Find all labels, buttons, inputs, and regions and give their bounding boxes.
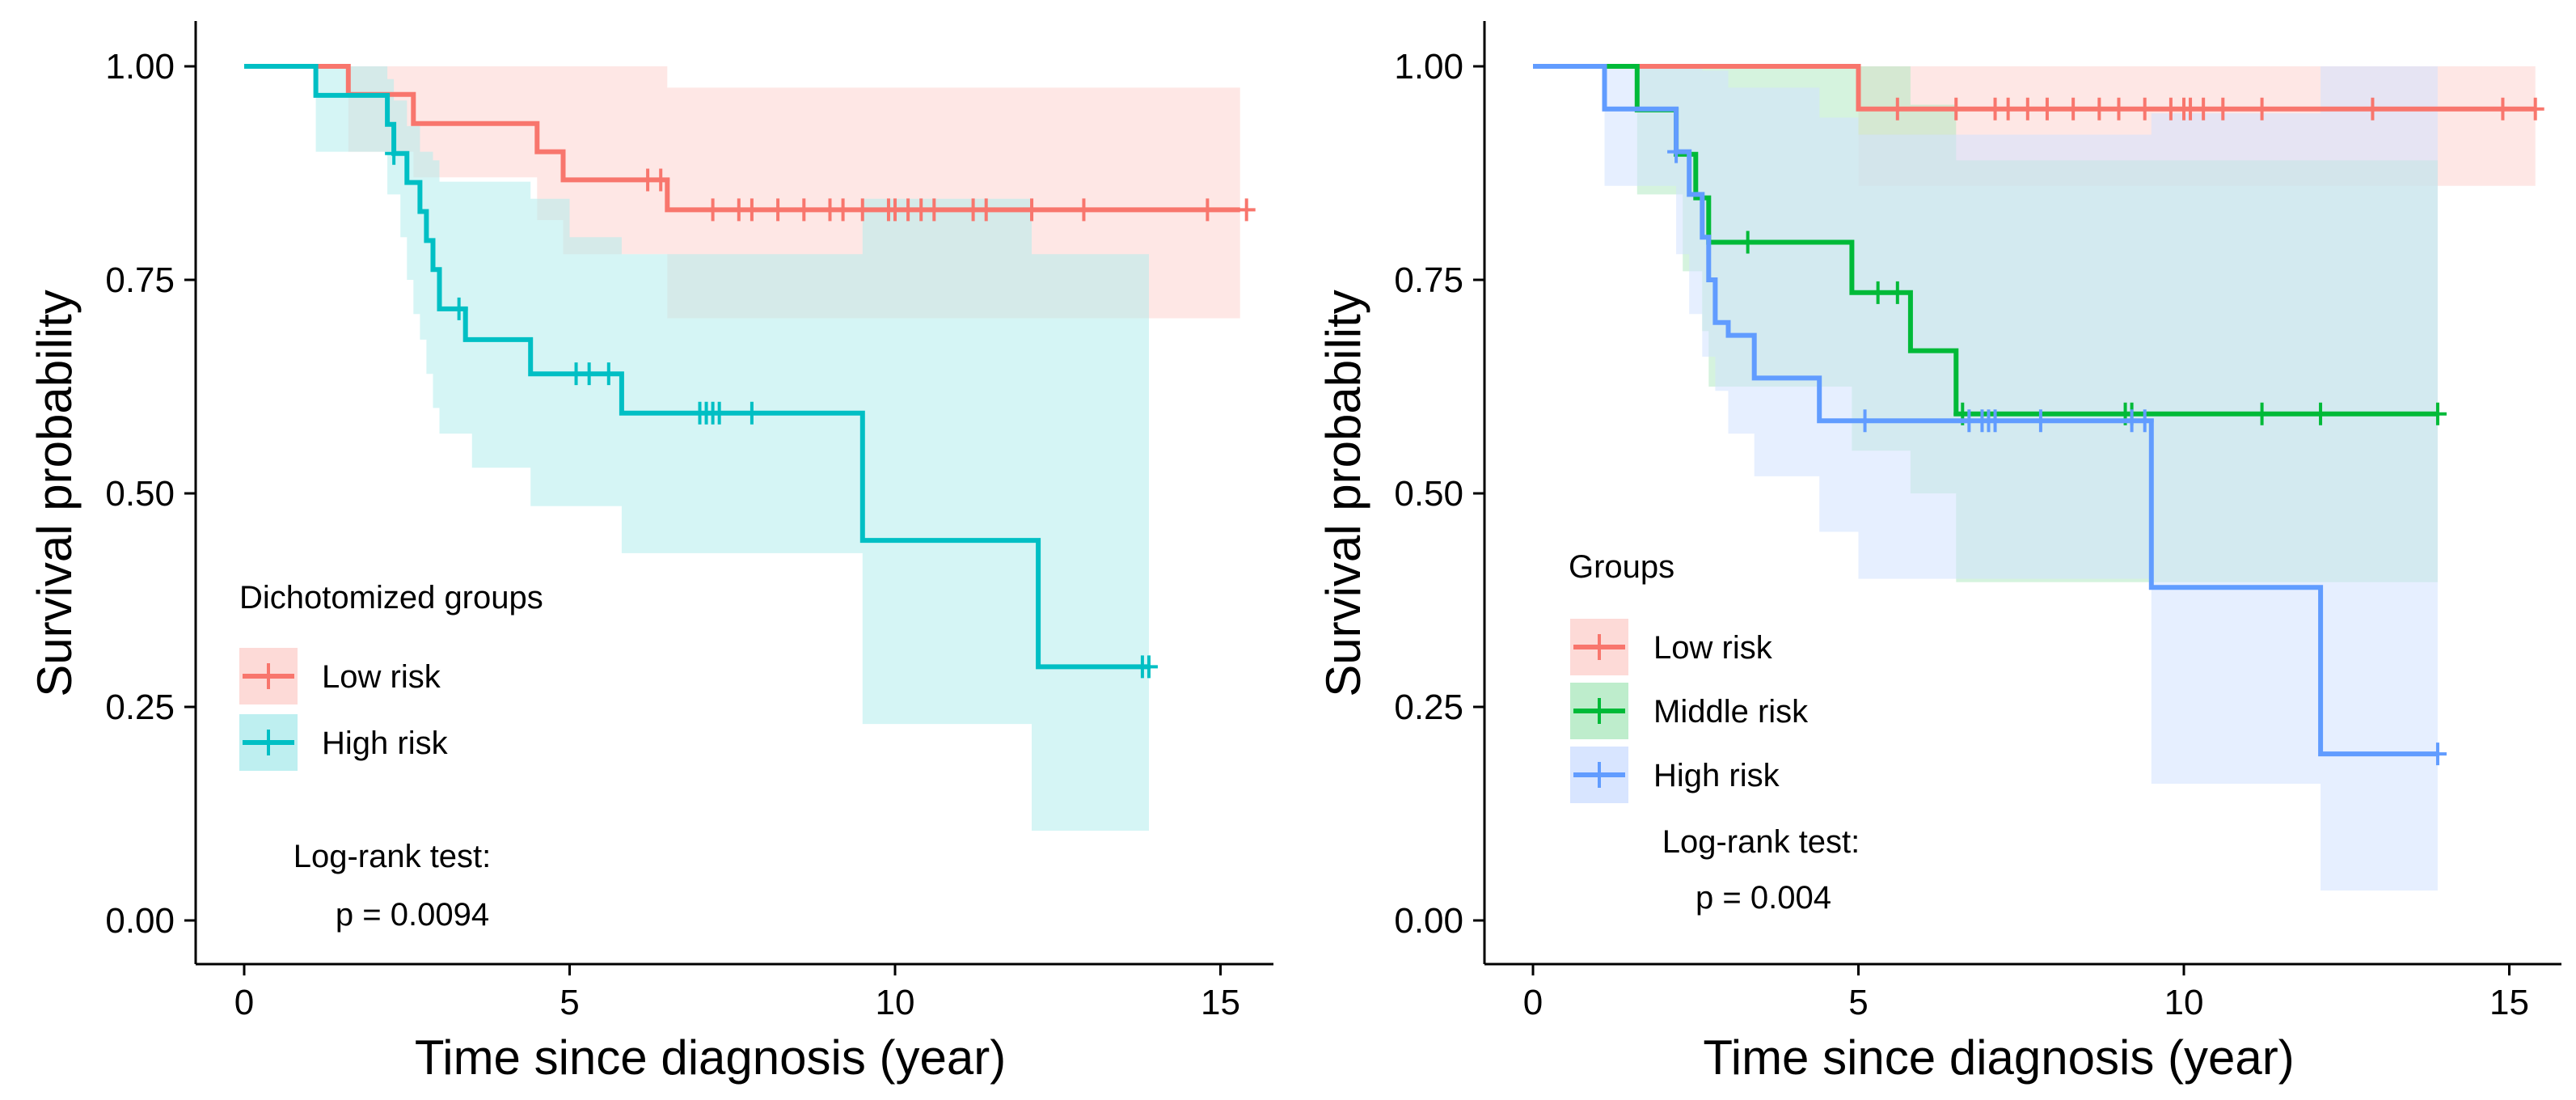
x-tick-label: 10: [2164, 983, 2204, 1022]
legend-label-high-risk: High risk: [322, 726, 449, 761]
censor-mark-high-risk: [1139, 655, 1158, 679]
legend-label-high-risk: High risk: [1653, 758, 1780, 793]
censor-mark-low-risk: [2090, 97, 2109, 121]
x-axis-title: Time since diagnosis (year): [1703, 1030, 2294, 1085]
legend-label-middle-risk: Middle risk: [1653, 694, 1809, 730]
ci-band-high-risk: [244, 66, 1149, 831]
x-tick-label: 0: [1523, 983, 1543, 1022]
censor-mark-low-risk: [769, 198, 788, 222]
censor-mark-high-risk: [599, 362, 618, 386]
x-tick-label: 15: [1201, 983, 1240, 1022]
legend-label-low-risk: Low risk: [1653, 630, 1773, 666]
censor-mark-high-risk: [2031, 409, 2050, 433]
y-tick-label: 0.25: [1394, 688, 1463, 727]
censor-mark-high-risk: [2428, 742, 2447, 766]
logrank-title: Log-rank test:: [293, 839, 492, 874]
censor-mark-low-risk: [2109, 97, 2128, 121]
legend-key-high-risk: [1570, 747, 1628, 803]
censor-mark-high-risk: [710, 401, 728, 425]
legend-key-low-risk: [239, 648, 298, 704]
y-tick-label: 1.00: [1394, 47, 1463, 87]
censor-mark-low-risk: [2526, 97, 2544, 121]
logrank-pvalue: p = 0.0094: [336, 897, 489, 933]
censor-mark-low-risk: [2038, 97, 2056, 121]
censor-mark-low-risk: [2064, 97, 2083, 121]
censor-mark-middle-risk: [1888, 281, 1907, 304]
censor-mark-low-risk: [1237, 198, 1256, 222]
censor-mark-low-risk: [2253, 97, 2271, 121]
censor-mark-low-risk: [1198, 198, 1217, 222]
censor-mark-middle-risk: [1869, 281, 1887, 304]
censor-mark-low-risk: [2194, 97, 2213, 121]
censor-mark-middle-risk: [2312, 402, 2330, 425]
censor-mark-high-risk: [450, 297, 468, 320]
x-tick-label: 5: [1848, 983, 1868, 1022]
y-tick-label: 0.50: [105, 474, 175, 514]
censor-mark-low-risk: [1023, 198, 1041, 222]
censor-mark-low-risk: [925, 198, 944, 222]
censor-mark-low-risk: [2494, 97, 2512, 121]
x-tick-label: 10: [876, 983, 915, 1022]
censor-mark-low-risk: [2135, 97, 2154, 121]
ci-band-high-risk: [1533, 66, 2438, 891]
legend: Groups Low risk Middle risk High risk: [1569, 549, 1809, 803]
censor-mark-low-risk: [1999, 97, 2017, 121]
legend-key-high-risk: [239, 714, 298, 771]
legend: Dichotomized groups Low risk High risk: [239, 580, 543, 771]
left-km-chart: 0.00 0.25 0.50 0.75 1.00 0 5 10 15 Time since dia…: [27, 21, 1273, 1085]
censor-mark-low-risk: [977, 198, 995, 222]
legend-title: Dichotomized groups: [239, 580, 543, 616]
censor-mark-high-risk: [1856, 409, 1874, 433]
censor-mark-high-risk: [1667, 140, 1686, 163]
x-tick-label: 0: [234, 983, 254, 1022]
legend-label-low-risk: Low risk: [322, 659, 441, 695]
censor-mark-low-risk: [1888, 97, 1907, 121]
legend-key-low-risk: [1570, 619, 1628, 675]
censor-mark-middle-risk: [2253, 402, 2271, 425]
logrank-pvalue: p = 0.004: [1696, 880, 1831, 916]
censor-mark-low-risk: [2363, 97, 2382, 121]
censor-mark-middle-risk: [1738, 231, 1757, 254]
logrank-title: Log-rank test:: [1662, 824, 1860, 860]
censor-mark-low-risk: [795, 198, 813, 222]
censor-mark-low-risk: [2214, 97, 2232, 121]
censor-mark-high-risk: [580, 362, 598, 386]
y-tick-label: 0.25: [105, 688, 175, 727]
x-axis-title: Time since diagnosis (year): [415, 1030, 1006, 1085]
censor-mark-high-risk: [2135, 409, 2154, 433]
y-tick-label: 0.00: [1394, 901, 1463, 941]
censor-mark-low-risk: [1075, 198, 1093, 222]
censor-mark-high-risk: [1986, 409, 2004, 433]
y-tick-label: 1.00: [105, 47, 175, 87]
y-tick-label: 0.75: [105, 260, 175, 300]
censor-mark-low-risk: [834, 198, 852, 222]
y-axis-title: Survival probability: [1316, 290, 1370, 697]
x-tick-label: 15: [2489, 983, 2529, 1022]
censor-mark-high-risk: [385, 142, 403, 165]
x-tick-label: 5: [560, 983, 579, 1022]
survival-curve-low-risk: [244, 64, 1240, 213]
y-tick-label: 0.50: [1394, 474, 1463, 514]
y-tick-label: 0.00: [105, 901, 175, 941]
censor-mark-low-risk: [652, 168, 670, 192]
censor-mark-high-risk: [742, 401, 761, 425]
right-km-chart: 0.00 0.25 0.50 0.75 1.00 0 5 10 15 Time since dia…: [1316, 21, 2561, 1085]
legend-title: Groups: [1569, 549, 1674, 585]
censor-mark-low-risk: [853, 198, 872, 222]
censor-mark-low-risk: [1947, 97, 1966, 121]
censor-mark-low-risk: [2018, 97, 2037, 121]
censor-mark-low-risk: [703, 198, 722, 222]
censor-mark-low-risk: [742, 198, 761, 222]
legend-key-middle-risk: [1570, 683, 1628, 739]
y-tick-label: 0.75: [1394, 260, 1463, 300]
y-axis-title: Survival probability: [27, 290, 82, 697]
censor-mark-middle-risk: [2428, 402, 2447, 425]
